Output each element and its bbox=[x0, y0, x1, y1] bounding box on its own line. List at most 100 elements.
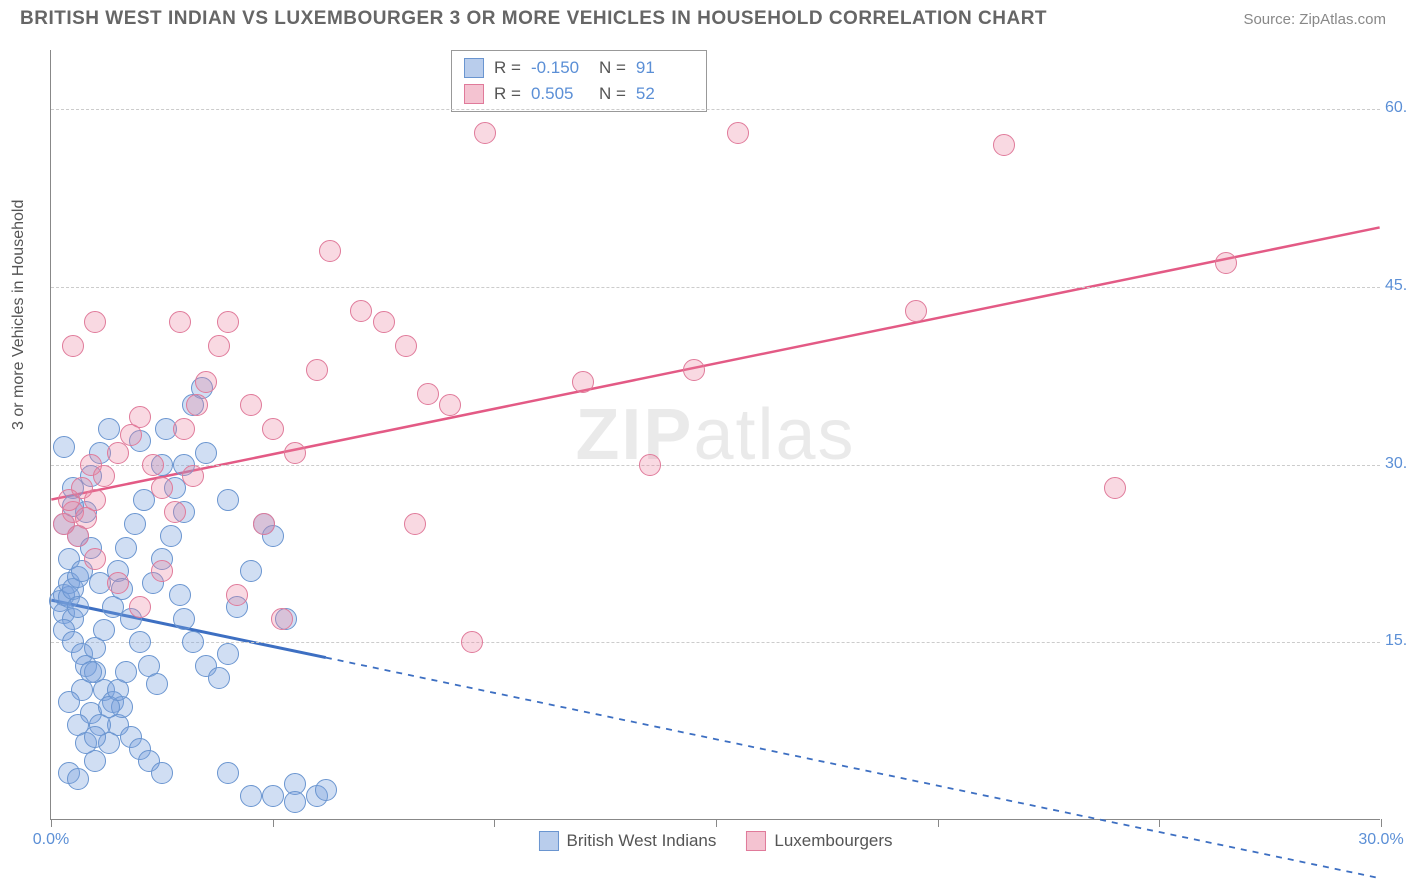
x-tick bbox=[494, 819, 495, 827]
legend-item-1: Luxembourgers bbox=[746, 831, 892, 851]
data-point-series-1 bbox=[262, 418, 284, 440]
data-point-series-1 bbox=[217, 311, 239, 333]
data-point-series-1 bbox=[319, 240, 341, 262]
data-point-series-1 bbox=[461, 631, 483, 653]
data-point-series-1 bbox=[240, 394, 262, 416]
data-point-series-1 bbox=[142, 454, 164, 476]
gridline-h bbox=[51, 465, 1380, 466]
n-value-1: 52 bbox=[636, 81, 694, 107]
r-label-1: R = bbox=[494, 81, 521, 107]
legend-swatch-1 bbox=[746, 831, 766, 851]
data-point-series-1 bbox=[129, 406, 151, 428]
y-tick-label: 60.0% bbox=[1385, 99, 1406, 117]
data-point-series-0 bbox=[53, 436, 75, 458]
data-point-series-0 bbox=[217, 643, 239, 665]
data-point-series-1 bbox=[683, 359, 705, 381]
data-point-series-1 bbox=[226, 584, 248, 606]
data-point-series-1 bbox=[572, 371, 594, 393]
data-point-series-0 bbox=[67, 768, 89, 790]
y-tick-label: 30.0% bbox=[1385, 455, 1406, 473]
legend-swatch-0 bbox=[538, 831, 558, 851]
data-point-series-0 bbox=[115, 537, 137, 559]
data-point-series-0 bbox=[284, 791, 306, 813]
swatch-series-0 bbox=[464, 58, 484, 78]
stats-legend-box: R = -0.150 N = 91 R = 0.505 N = 52 bbox=[451, 50, 707, 112]
y-axis-label: 3 or more Vehicles in Household bbox=[10, 200, 28, 430]
chart-title: BRITISH WEST INDIAN VS LUXEMBOURGER 3 OR… bbox=[20, 8, 1047, 30]
data-point-series-1 bbox=[107, 442, 129, 464]
data-point-series-1 bbox=[71, 477, 93, 499]
data-point-series-0 bbox=[115, 661, 137, 683]
data-point-series-1 bbox=[173, 418, 195, 440]
r-value-1: 0.505 bbox=[531, 81, 589, 107]
data-point-series-1 bbox=[474, 122, 496, 144]
data-point-series-1 bbox=[1104, 477, 1126, 499]
data-point-series-1 bbox=[84, 311, 106, 333]
data-point-series-1 bbox=[62, 335, 84, 357]
data-point-series-1 bbox=[182, 465, 204, 487]
data-point-series-0 bbox=[124, 513, 146, 535]
data-point-series-0 bbox=[315, 779, 337, 801]
data-point-series-1 bbox=[350, 300, 372, 322]
n-value-0: 91 bbox=[636, 55, 694, 81]
legend-label-1: Luxembourgers bbox=[774, 831, 892, 851]
watermark: ZIPatlas bbox=[575, 394, 855, 476]
data-point-series-1 bbox=[84, 548, 106, 570]
stats-row-series-1: R = 0.505 N = 52 bbox=[464, 81, 694, 107]
data-point-series-1 bbox=[395, 335, 417, 357]
x-tick bbox=[1159, 819, 1160, 827]
data-point-series-0 bbox=[67, 596, 89, 618]
x-tick-label: 30.0% bbox=[1358, 831, 1403, 849]
x-tick bbox=[716, 819, 717, 827]
data-point-series-0 bbox=[217, 762, 239, 784]
data-point-series-1 bbox=[306, 359, 328, 381]
scatter-chart: ZIPatlas R = -0.150 N = 91 R = 0.505 N =… bbox=[50, 50, 1380, 820]
gridline-h bbox=[51, 109, 1380, 110]
x-tick bbox=[1381, 819, 1382, 827]
data-point-series-1 bbox=[727, 122, 749, 144]
data-point-series-1 bbox=[993, 134, 1015, 156]
data-point-series-0 bbox=[262, 785, 284, 807]
data-point-series-1 bbox=[93, 465, 115, 487]
data-point-series-0 bbox=[217, 489, 239, 511]
data-point-series-1 bbox=[284, 442, 306, 464]
gridline-h bbox=[51, 642, 1380, 643]
data-point-series-1 bbox=[271, 608, 293, 630]
data-point-series-0 bbox=[182, 631, 204, 653]
data-point-series-0 bbox=[160, 525, 182, 547]
x-tick-label: 0.0% bbox=[33, 831, 69, 849]
gridline-h bbox=[51, 287, 1380, 288]
x-tick bbox=[938, 819, 939, 827]
data-point-series-0 bbox=[195, 442, 217, 464]
data-point-series-1 bbox=[129, 596, 151, 618]
data-point-series-0 bbox=[129, 631, 151, 653]
data-point-series-1 bbox=[195, 371, 217, 393]
data-point-series-1 bbox=[1215, 252, 1237, 274]
r-label-0: R = bbox=[494, 55, 521, 81]
x-tick bbox=[51, 819, 52, 827]
data-point-series-0 bbox=[84, 726, 106, 748]
data-point-series-0 bbox=[173, 608, 195, 630]
n-label-1: N = bbox=[599, 81, 626, 107]
data-point-series-1 bbox=[373, 311, 395, 333]
y-tick-label: 15.0% bbox=[1385, 632, 1406, 650]
data-point-series-1 bbox=[905, 300, 927, 322]
data-point-series-0 bbox=[151, 762, 173, 784]
data-point-series-1 bbox=[404, 513, 426, 535]
data-point-series-0 bbox=[240, 560, 262, 582]
y-tick-label: 45.0% bbox=[1385, 277, 1406, 295]
bottom-legend: British West Indians Luxembourgers bbox=[538, 831, 892, 851]
data-point-series-0 bbox=[58, 691, 80, 713]
data-point-series-0 bbox=[208, 667, 230, 689]
swatch-series-1 bbox=[464, 84, 484, 104]
x-tick bbox=[273, 819, 274, 827]
stats-row-series-0: R = -0.150 N = 91 bbox=[464, 55, 694, 81]
data-point-series-1 bbox=[253, 513, 275, 535]
legend-item-0: British West Indians bbox=[538, 831, 716, 851]
data-point-series-1 bbox=[151, 477, 173, 499]
data-point-series-0 bbox=[98, 418, 120, 440]
data-point-series-0 bbox=[240, 785, 262, 807]
data-point-series-0 bbox=[169, 584, 191, 606]
data-point-series-1 bbox=[169, 311, 191, 333]
source-attribution: Source: ZipAtlas.com bbox=[1243, 11, 1386, 28]
